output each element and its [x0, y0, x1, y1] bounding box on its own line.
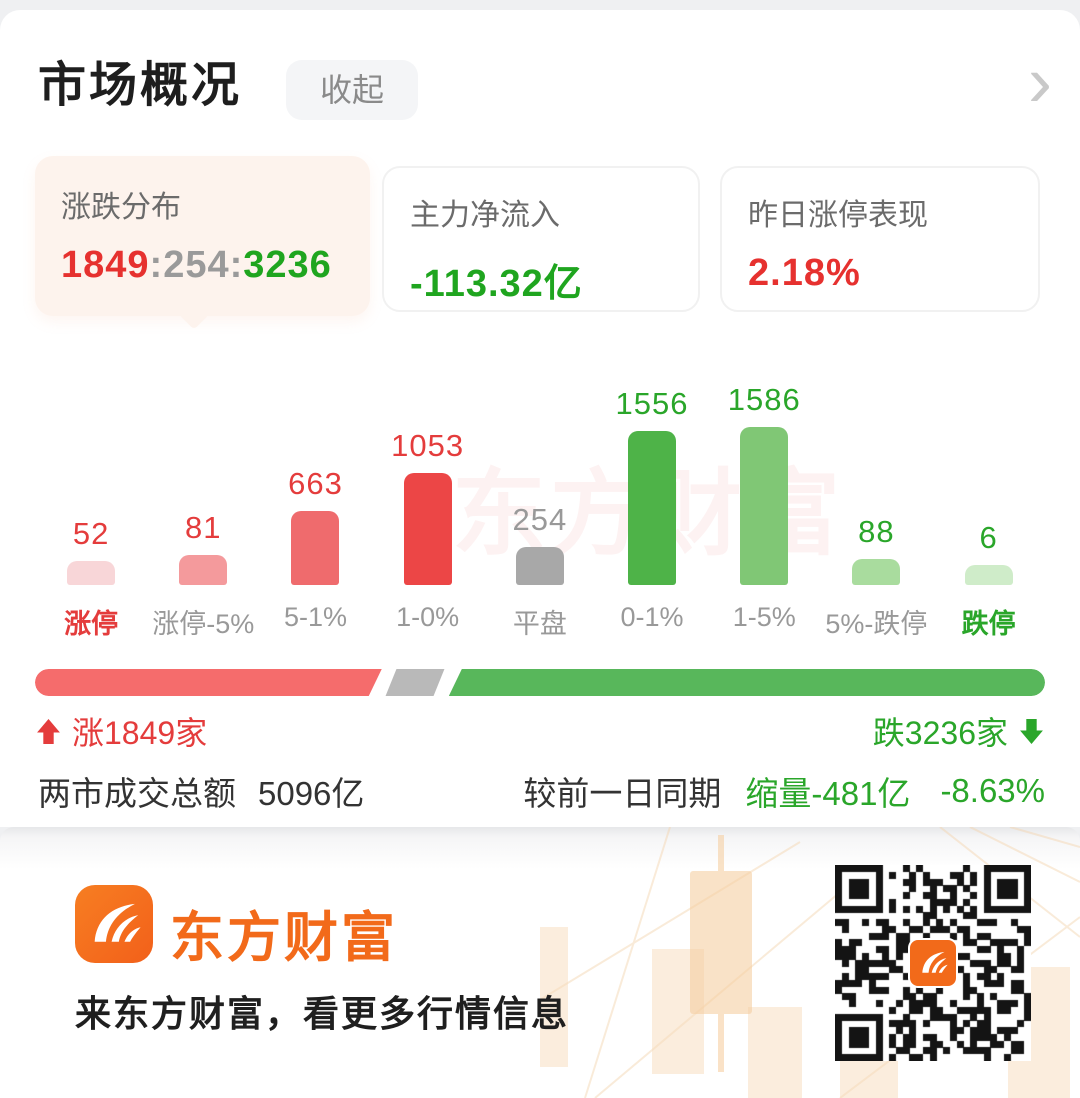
up-count-group: 涨1849家 — [35, 708, 207, 754]
turnover-value: 5096亿 — [258, 775, 365, 812]
page-title: 市场概况 — [38, 59, 243, 112]
footer-tagline: 来东方财富，看更多行情信息 — [75, 993, 570, 1034]
bar-value-label: 1556 — [615, 386, 689, 421]
bar-category-label: 跌停 — [961, 609, 1016, 639]
updown-count-row: 涨1849家 跌3236家 — [35, 708, 1045, 754]
ratio-flat-segment — [385, 669, 445, 696]
bar-value-label: 81 — [185, 510, 222, 545]
turnover-row: 两市成交总额 5096亿 较前一日同期 缩量-481亿 -8.63% — [38, 767, 1045, 815]
up-count-text: 涨1849家 — [72, 715, 208, 751]
bar — [515, 547, 564, 585]
market-overview-panel: 市场概况 收起 › 涨跌分布 1849:254:3236 主力净流入 -113.… — [0, 10, 1080, 827]
bar-category-label: 平盘 — [512, 609, 567, 639]
chart-column: 52 涨停 — [35, 516, 147, 639]
chart-column: 1586 1-5% — [708, 382, 820, 634]
bar-value-label: 52 — [72, 516, 110, 551]
down-count-text: 跌3236家 — [872, 715, 1008, 751]
bar-category-label: 0-1% — [620, 602, 684, 632]
bar-category-label: 1-0% — [396, 602, 460, 632]
bar — [628, 431, 677, 585]
arrow-up-icon — [37, 718, 60, 744]
card-value: 2.18% — [748, 252, 861, 294]
bar — [67, 561, 116, 585]
bar-value-label: 254 — [512, 502, 568, 537]
card-value: 1849:254:3236 — [61, 244, 344, 287]
turnover-compare-group: 较前一日同期 缩量-481亿 -8.63% — [523, 767, 1045, 815]
bar-value-label: 88 — [858, 514, 895, 549]
card-main-net-inflow[interactable]: 主力净流入 -113.32亿 — [382, 166, 700, 312]
bar — [291, 511, 340, 585]
footer-banner: 东方财富 来东方财富，看更多行情信息 — [0, 827, 1080, 1098]
ratio-up-segment — [35, 669, 382, 696]
bar-value-label: 1586 — [727, 382, 801, 417]
chart-column: 6 跌停 — [933, 520, 1045, 639]
chevron-right-icon[interactable]: › — [1028, 42, 1052, 122]
brand-name: 东方财富 — [170, 908, 398, 968]
chart-column: 88 5%-跌停 — [820, 514, 932, 639]
bar-category-label: 1-5% — [732, 602, 796, 632]
chart-column: 254 平盘 — [484, 502, 596, 639]
bar-value-label: 6 — [979, 520, 998, 555]
compare-label: 较前一日同期 — [523, 775, 722, 812]
bar — [740, 427, 789, 585]
qr-center-logo-icon — [908, 938, 958, 988]
swoosh-icon — [922, 951, 948, 973]
swoosh-icon — [94, 903, 141, 942]
chart-column: 663 5-1% — [259, 466, 371, 634]
eastmoney-logo-icon — [75, 885, 153, 963]
bar-category-label: 5-1% — [283, 602, 347, 632]
shrink-value: 缩量-481亿 — [745, 775, 911, 812]
bar — [403, 473, 452, 585]
down-count-group: 跌3236家 — [873, 708, 1045, 754]
up-count: 1849 — [61, 244, 150, 286]
turnover-label: 两市成交总额 — [38, 775, 236, 812]
chart-column: 1053 1-0% — [372, 428, 484, 634]
bar — [852, 559, 901, 585]
card-yesterday-limit-up[interactable]: 昨日涨停表现 2.18% — [720, 166, 1040, 312]
card-value: -113.32亿 — [410, 263, 583, 305]
card-title: 涨跌分布 — [61, 191, 181, 224]
qr-code — [835, 865, 1031, 1061]
bar-value-label: 1053 — [391, 428, 465, 463]
down-count: 3236 — [243, 244, 332, 286]
chart-column: 81 涨停-5% — [147, 510, 259, 639]
bar-value-label: 663 — [288, 466, 343, 501]
bar-category-label: 5%-跌停 — [825, 609, 928, 639]
ratio-down-segment — [448, 669, 1045, 696]
flat-count: 254 — [163, 244, 230, 286]
collapse-button[interactable]: 收起 — [286, 60, 419, 120]
ratio-bar — [35, 669, 1045, 696]
updown-distribution-chart: 52 涨停 81 涨停-5% 663 5-1% 1053 1-0% 254 平盘 1556 0-1% 1… — [35, 358, 1045, 639]
separator: : — [149, 244, 164, 286]
separator: : — [229, 244, 244, 286]
card-title: 主力净流入 — [410, 199, 560, 232]
bar — [179, 555, 228, 585]
shrink-percent: -8.63% — [940, 772, 1045, 809]
card-title: 昨日涨停表现 — [748, 199, 928, 232]
chart-column: 1556 0-1% — [596, 386, 708, 634]
bar — [964, 565, 1013, 585]
bar-category-label: 涨停-5% — [152, 609, 255, 639]
bar-category-label: 涨停 — [64, 609, 119, 639]
card-updown-distribution[interactable]: 涨跌分布 1849:254:3236 — [35, 156, 370, 330]
arrow-down-icon — [1020, 718, 1043, 744]
selected-card-pointer — [178, 298, 210, 330]
